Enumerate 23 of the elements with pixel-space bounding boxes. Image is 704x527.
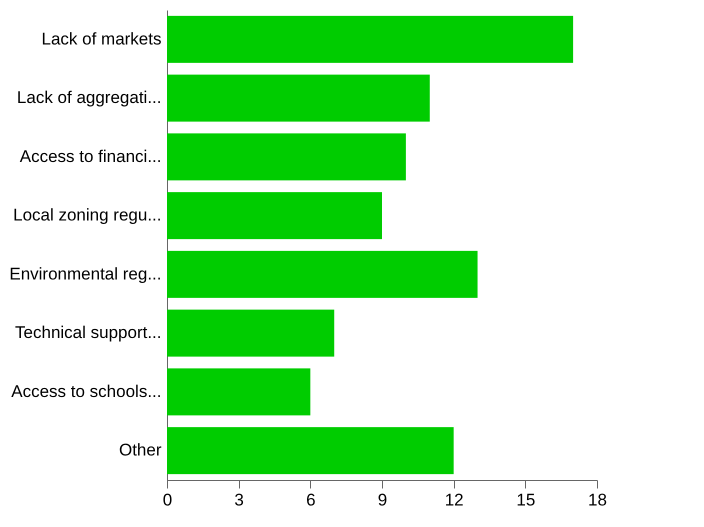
bar: [167, 192, 382, 240]
x-tick-label: 0: [162, 490, 172, 510]
y-tick-label: Lack of markets: [42, 29, 162, 48]
y-tick-label: Environmental reg...: [9, 264, 162, 284]
x-tick-label: 6: [306, 490, 316, 510]
y-tick-label: Local zoning regu...: [13, 206, 162, 225]
x-tick-label: 15: [516, 490, 536, 510]
y-tick-label: Technical support...: [15, 323, 162, 342]
x-tick-label: 18: [588, 490, 607, 510]
bar: [167, 427, 454, 474]
bar: [167, 368, 310, 416]
y-tick-label: Access to schools...: [11, 382, 162, 401]
x-tick-label: 3: [234, 490, 244, 510]
y-tick-label: Other: [118, 440, 162, 460]
x-tick-label: 9: [378, 490, 388, 510]
bar: [167, 310, 334, 357]
bar: [167, 74, 430, 122]
x-tick-label: 12: [444, 490, 464, 510]
bar: [167, 250, 478, 298]
bar: [167, 133, 406, 180]
bar: [167, 16, 574, 63]
y-tick-label: Access to financi...: [20, 146, 162, 166]
y-tick-label: Lack of aggregati...: [16, 88, 162, 108]
